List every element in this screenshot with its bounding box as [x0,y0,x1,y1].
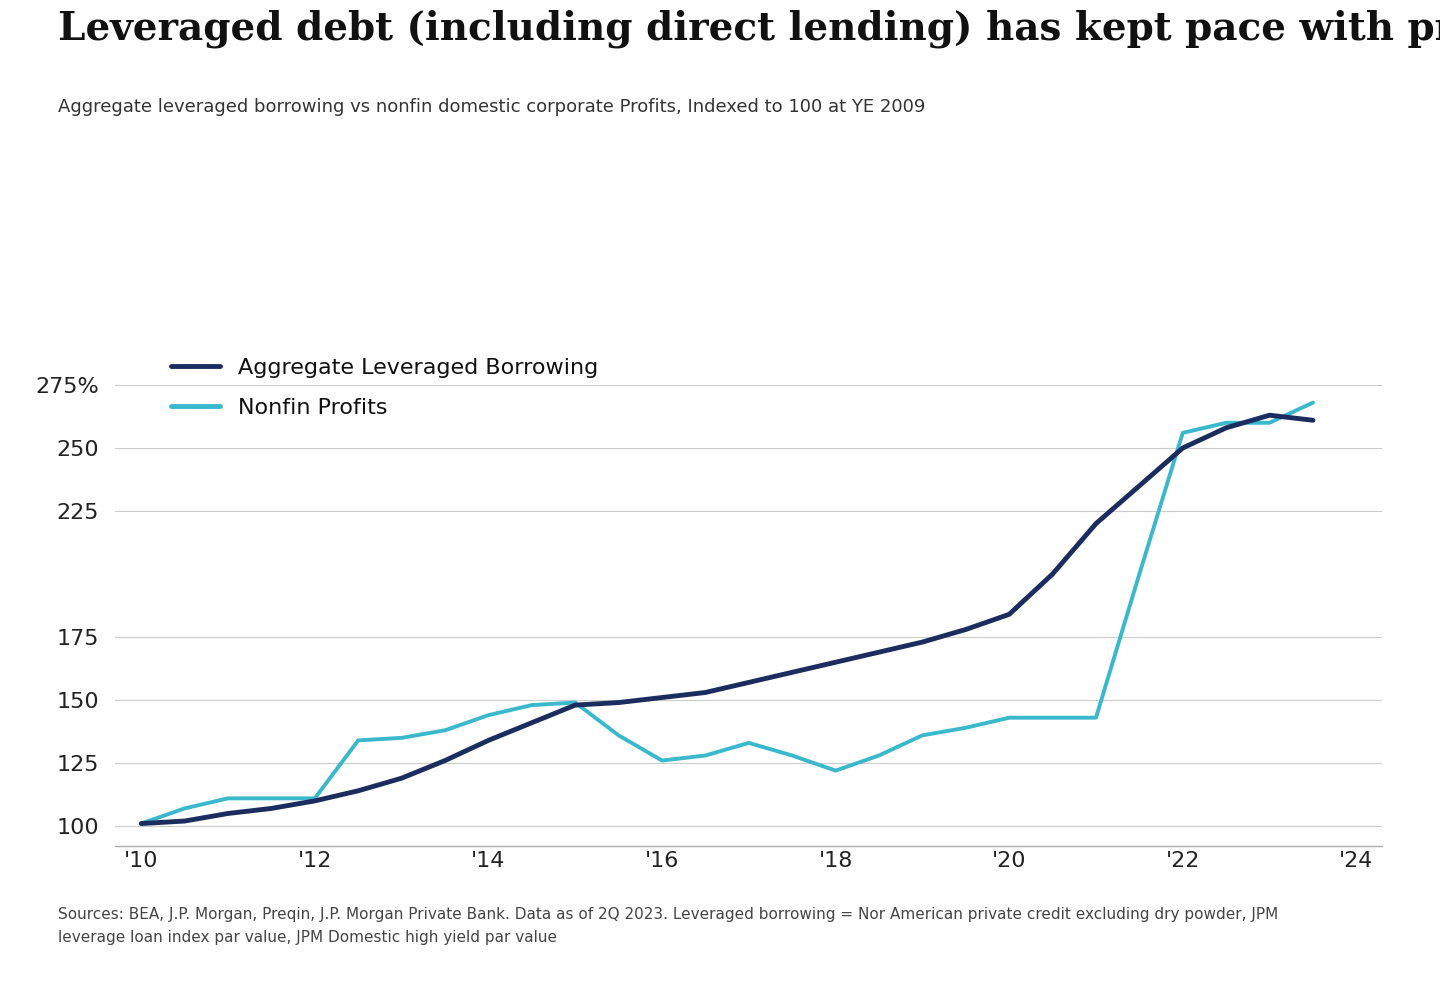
Nonfin Profits [566,697,583,708]
Nonfin Profits [1001,711,1018,723]
Aggregate Leveraged Borrowing [176,815,193,827]
Nonfin Profits [350,734,367,746]
Aggregate Leveraged Borrowing [436,755,454,767]
Nonfin Profits [262,792,279,804]
Aggregate Leveraged Borrowing [219,808,236,820]
Text: Aggregate leveraged borrowing vs nonfin domestic corporate Profits, Indexed to 1: Aggregate leveraged borrowing vs nonfin … [58,98,924,116]
Aggregate Leveraged Borrowing [1001,608,1018,620]
Aggregate Leveraged Borrowing [1174,442,1191,454]
Aggregate Leveraged Borrowing [1305,414,1322,426]
Nonfin Profits [1044,711,1061,723]
Text: Sources: BEA, J.P. Morgan, Preqin, J.P. Morgan Private Bank. Data as of 2Q 2023.: Sources: BEA, J.P. Morgan, Preqin, J.P. … [58,907,1277,945]
Aggregate Leveraged Borrowing [783,666,801,678]
Aggregate Leveraged Borrowing [262,803,279,815]
Nonfin Profits [740,737,757,749]
Nonfin Profits [1305,397,1322,408]
Aggregate Leveraged Borrowing [1087,518,1104,529]
Nonfin Profits [697,750,714,762]
Nonfin Profits [611,729,628,741]
Nonfin Profits [307,792,324,804]
Nonfin Profits [436,724,454,736]
Line: Nonfin Profits: Nonfin Profits [141,402,1313,824]
Aggregate Leveraged Borrowing [1044,568,1061,580]
Aggregate Leveraged Borrowing [914,637,932,648]
Aggregate Leveraged Borrowing [870,646,887,658]
Aggregate Leveraged Borrowing [827,656,844,668]
Nonfin Profits [1130,568,1148,580]
Nonfin Profits [1261,417,1279,429]
Aggregate Leveraged Borrowing [1130,480,1148,492]
Aggregate Leveraged Borrowing [654,692,671,704]
Aggregate Leveraged Borrowing [307,795,324,807]
Aggregate Leveraged Borrowing [480,734,497,746]
Aggregate Leveraged Borrowing [566,700,583,711]
Nonfin Profits [1087,711,1104,723]
Nonfin Profits [132,818,150,830]
Aggregate Leveraged Borrowing [350,785,367,797]
Aggregate Leveraged Borrowing [611,697,628,708]
Nonfin Profits [870,750,887,762]
Nonfin Profits [914,729,932,741]
Nonfin Profits [176,803,193,815]
Nonfin Profits [219,792,236,804]
Text: Leveraged debt (including direct lending) has kept pace with profits: Leveraged debt (including direct lending… [58,10,1440,48]
Aggregate Leveraged Borrowing [958,624,975,636]
Line: Aggregate Leveraged Borrowing: Aggregate Leveraged Borrowing [141,415,1313,824]
Nonfin Profits [1218,417,1236,429]
Legend: Aggregate Leveraged Borrowing, Nonfin Profits: Aggregate Leveraged Borrowing, Nonfin Pr… [164,350,605,424]
Aggregate Leveraged Borrowing [393,772,410,784]
Aggregate Leveraged Borrowing [1261,409,1279,421]
Nonfin Profits [783,750,801,762]
Aggregate Leveraged Borrowing [523,716,540,728]
Nonfin Profits [523,700,540,711]
Aggregate Leveraged Borrowing [740,676,757,688]
Nonfin Profits [958,722,975,734]
Nonfin Profits [393,732,410,744]
Aggregate Leveraged Borrowing [697,687,714,699]
Aggregate Leveraged Borrowing [1218,422,1236,434]
Nonfin Profits [480,709,497,721]
Nonfin Profits [654,755,671,767]
Nonfin Profits [1174,427,1191,439]
Nonfin Profits [827,765,844,776]
Aggregate Leveraged Borrowing [132,818,150,830]
